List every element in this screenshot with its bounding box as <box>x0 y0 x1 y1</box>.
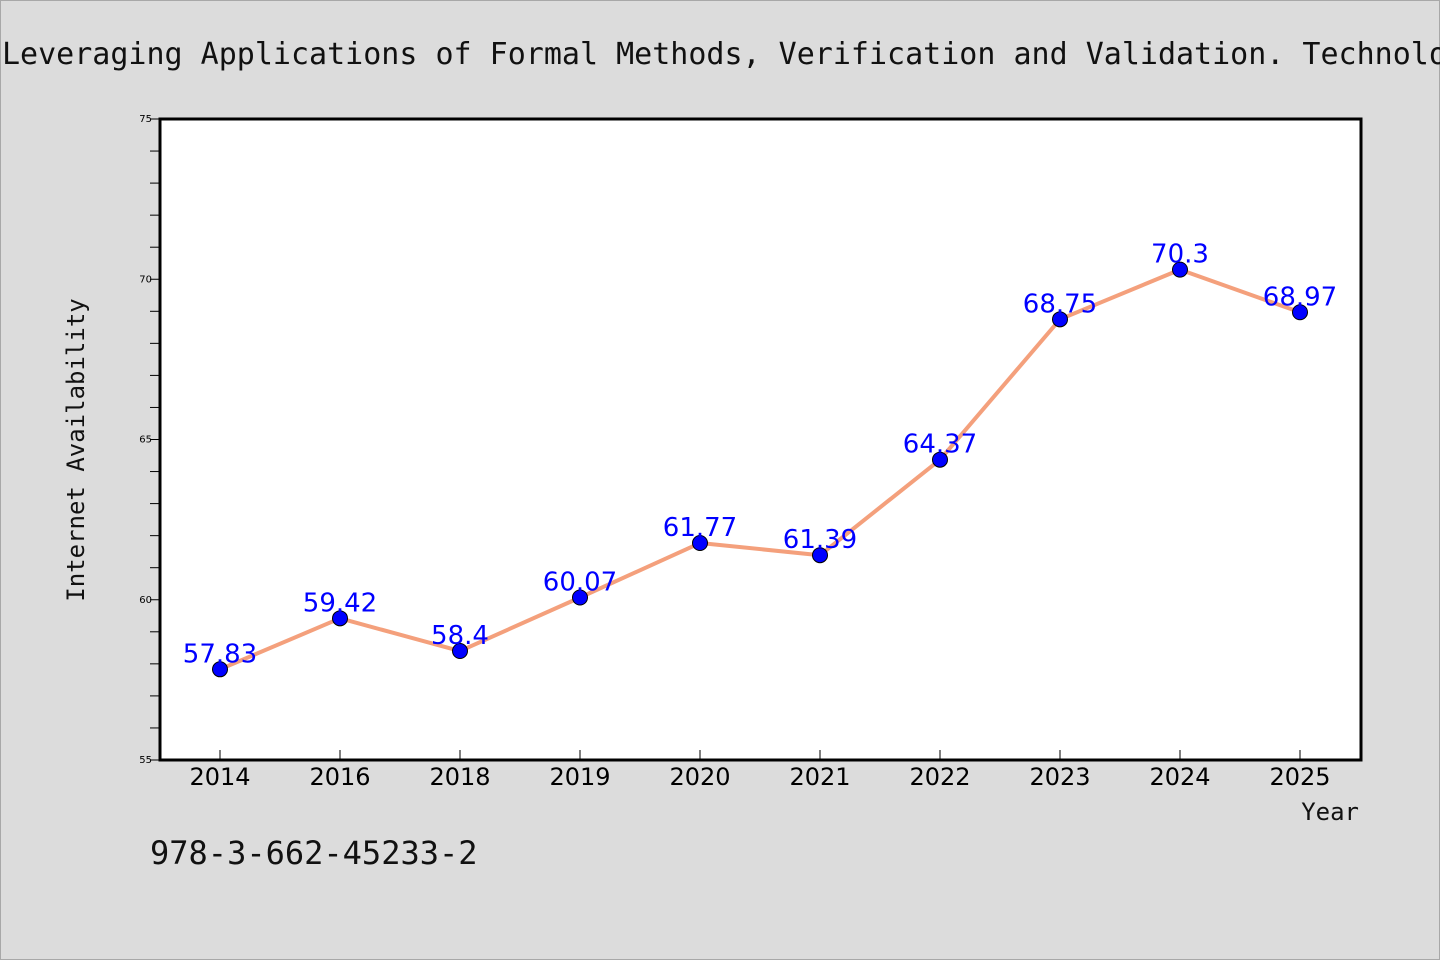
x-tick-label: 2016 <box>309 763 370 791</box>
x-axis-label: Year <box>1301 798 1359 826</box>
data-point <box>692 535 708 552</box>
data-point <box>212 661 228 678</box>
x-tick-label: 2024 <box>1149 763 1210 791</box>
data-label: 59.42 <box>303 588 377 618</box>
data-point <box>1172 261 1188 278</box>
y-axis-label: Internet Availability <box>62 298 90 601</box>
y-tick-label: 65 <box>139 435 152 446</box>
x-tick-label: 2014 <box>189 763 250 791</box>
data-label: 68.97 <box>1263 282 1337 312</box>
data-label: 57.83 <box>183 639 257 669</box>
x-tick-label: 2020 <box>669 763 730 791</box>
x-tick-label: 2021 <box>789 763 850 791</box>
data-point <box>1292 304 1308 321</box>
data-label: 61.39 <box>783 525 857 555</box>
data-label: 61.77 <box>663 513 737 543</box>
data-label: 64.37 <box>903 430 977 460</box>
x-tick-label: 2023 <box>1029 763 1090 791</box>
data-point <box>452 643 468 660</box>
x-tick-label: 2018 <box>429 763 490 791</box>
x-tick-label: 2022 <box>909 763 970 791</box>
data-point <box>1052 311 1068 328</box>
plot-area <box>158 117 1363 762</box>
y-tick-label: 60 <box>139 595 152 606</box>
x-tick-label: 2025 <box>1269 763 1330 791</box>
data-label: 60.07 <box>543 568 617 598</box>
data-label: 58.4 <box>431 621 489 651</box>
x-axis: 2014 2016 2018 2019 2020 2021 2022 2023 2024 2025 <box>189 750 1331 791</box>
data-point <box>332 610 348 627</box>
chart-title: Leveraging Applications of Formal Method… <box>2 37 1440 72</box>
y-axis: 55 60 65 70 75 <box>139 114 160 766</box>
data-label: 70.3 <box>1151 240 1209 270</box>
series-line-group: 57.83 59.42 58.4 60.07 61.77 61.39 64.37 68.75 7… <box>183 240 1337 678</box>
y-tick-label: 75 <box>139 114 152 125</box>
data-point <box>812 547 828 564</box>
data-point <box>932 451 948 468</box>
data-point <box>572 589 588 606</box>
series-line <box>218 267 1302 672</box>
y-tick-label: 55 <box>139 755 152 766</box>
data-label: 68.75 <box>1023 289 1097 319</box>
isbn-text: 978-3-662-45233-2 <box>150 834 478 872</box>
y-tick-label: 70 <box>139 274 152 285</box>
x-tick-label: 2019 <box>549 763 610 791</box>
